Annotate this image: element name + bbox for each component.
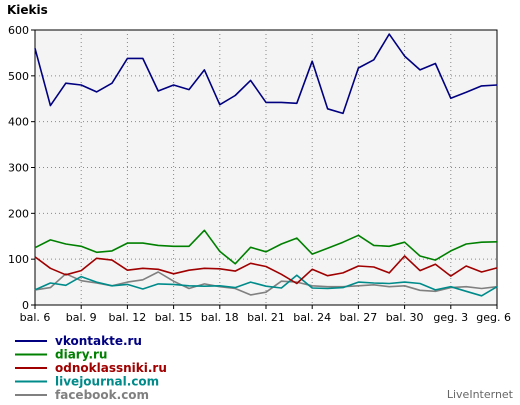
legend-label: livejournal.com	[55, 375, 159, 389]
legend-label: diary.ru	[55, 348, 107, 362]
chart-title: Kiekis	[7, 3, 48, 17]
series-line-odnoklassniki-ru	[34, 255, 498, 285]
x-tick-label: bal. 30	[386, 311, 424, 324]
x-tick-label: bal. 27	[340, 311, 378, 324]
y-tick-label: 400	[8, 116, 29, 129]
y-tick-label: 600	[8, 24, 29, 37]
watermark: LiveInternet	[447, 388, 514, 401]
y-axis: 0 100 200 300 400 500 600	[8, 24, 35, 312]
y-tick-label: 200	[8, 207, 29, 220]
series-line-vkontakte-ru	[34, 33, 498, 115]
series-lines	[34, 33, 498, 297]
x-tick-label: bal. 21	[247, 311, 285, 324]
x-tick-label: bal. 9	[66, 311, 97, 324]
legend-label: vkontakte.ru	[55, 334, 142, 348]
y-tick-label: 300	[8, 162, 29, 175]
series-line-livejournal-com	[34, 274, 498, 297]
y-tick-label: 100	[8, 253, 29, 266]
x-tick-label: bal. 18	[201, 311, 239, 324]
x-axis: bal. 6 bal. 9 bal. 12 bal. 15 bal. 18 bal. 21…	[20, 305, 511, 324]
legend: vkontakte.rudiary.ruodnoklassniki.rulive…	[15, 334, 167, 402]
grid-lines	[35, 30, 497, 305]
x-tick-label: bal. 12	[109, 311, 147, 324]
y-tick-label: 0	[22, 299, 29, 312]
y-tick-label: 500	[8, 70, 29, 83]
x-tick-label: geg. 3	[433, 311, 468, 324]
x-tick-label: bal. 24	[293, 311, 331, 324]
x-tick-label: geg. 6	[476, 311, 511, 324]
x-tick-label: bal. 6	[20, 311, 51, 324]
x-tick-label: bal. 15	[155, 311, 193, 324]
legend-label: odnoklassniki.ru	[55, 361, 167, 375]
legend-label: facebook.com	[55, 388, 149, 402]
series-line-diary-ru	[34, 229, 498, 265]
